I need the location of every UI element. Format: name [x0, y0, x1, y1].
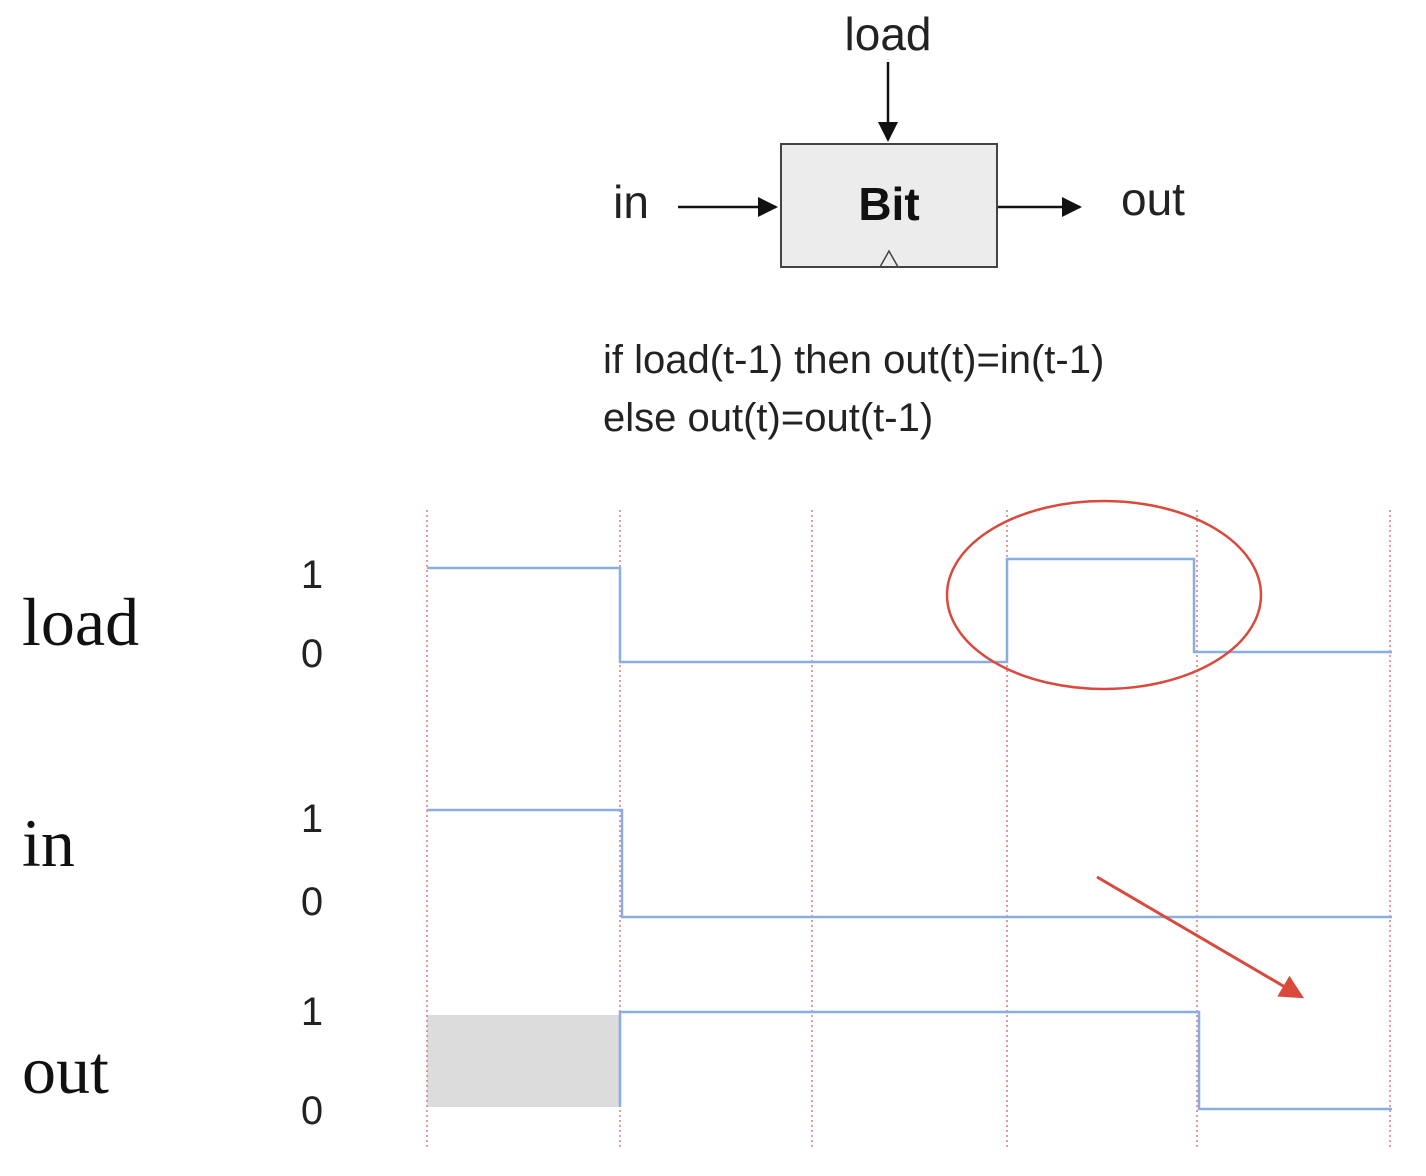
spec-line-2: else out(t)=out(t-1): [603, 396, 933, 440]
in-level-0: 0: [301, 880, 323, 924]
in-signal-name: in: [22, 805, 75, 881]
load-level-1: 1: [301, 553, 323, 597]
timing-diagram: load 1 0 in 1 0 out 1 0: [22, 510, 1392, 1150]
load-signal-name: load: [22, 584, 139, 660]
bit-chip-box: [780, 143, 998, 268]
chip-diagram: load Bit in out: [613, 8, 1185, 268]
in-waveform: [427, 808, 1392, 919]
bit-chip-label: Bit: [858, 178, 919, 230]
annotation-arrow: [1096, 875, 1305, 999]
clock-triangle-icon: [879, 249, 899, 268]
out-level-1: 1: [301, 990, 323, 1034]
out-signal-name: out: [22, 1032, 109, 1108]
out-waveform: [618, 1010, 1392, 1111]
in-level-1: 1: [301, 797, 323, 841]
out-unknown-region: [427, 1015, 620, 1107]
load-input-label: load: [845, 8, 932, 60]
out-level-0: 0: [301, 1089, 323, 1133]
load-waveform: [427, 557, 1392, 664]
spec-line-1: if load(t-1) then out(t)=in(t-1): [603, 338, 1104, 382]
out-output-label: out: [1121, 173, 1185, 225]
highlight-circle: [945, 499, 1263, 691]
load-level-0: 0: [301, 632, 323, 676]
in-input-label: in: [613, 176, 649, 228]
bit-specification: if load(t-1) then out(t)=in(t-1) else ou…: [603, 338, 1104, 440]
annotations: [945, 499, 1305, 999]
